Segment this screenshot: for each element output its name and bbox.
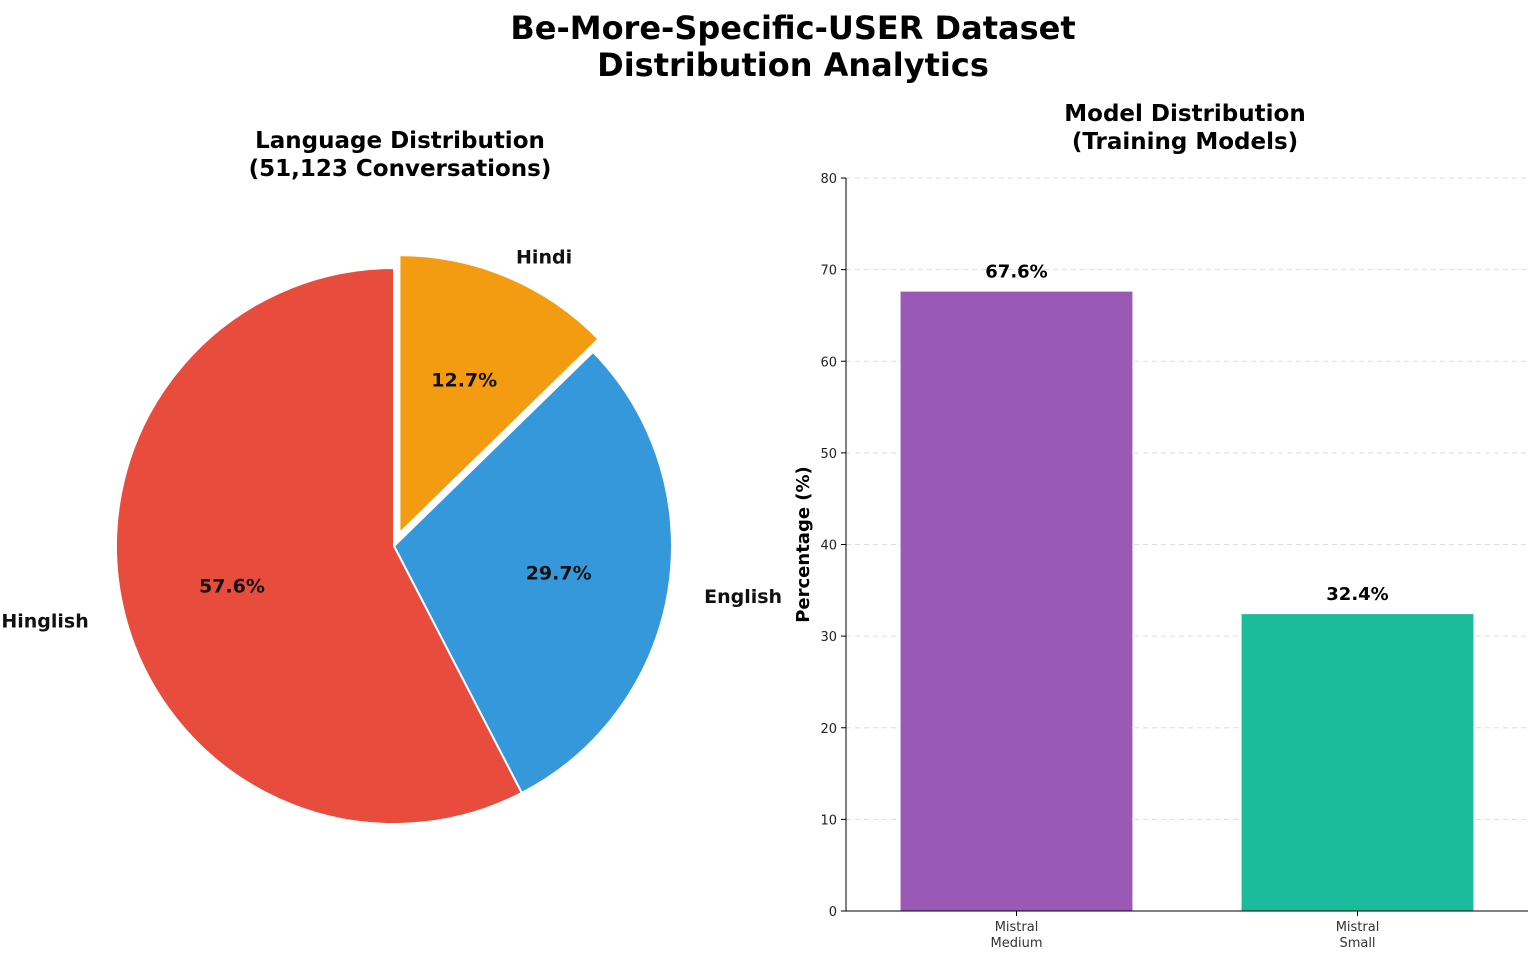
pie-chart-title-line-2: (51,123 Conversations) <box>248 156 552 182</box>
figure-title: Be-More-Specific-USER Dataset Distributi… <box>0 10 1536 84</box>
bar-chart-title-line-2: (Training Models) <box>1071 129 1299 155</box>
pie-chart: 12.7% Hindi 29.7% English 57.6% Hinglish <box>1 247 782 825</box>
pie-slice-hinglish <box>115 266 524 825</box>
bar-value-label: 32.4% <box>1326 584 1388 605</box>
y-tick-label: 60 <box>820 355 837 370</box>
bar-mistral-small <box>1241 614 1474 911</box>
bar-chart-title: Model Distribution (Training Models) <box>885 100 1485 156</box>
pie-chart-title: Language Distribution (51,123 Conversati… <box>100 127 700 183</box>
x-tick-label: Mistral Small <box>1336 920 1380 951</box>
y-tick-label: 20 <box>820 722 837 737</box>
y-tick-label: 70 <box>820 264 837 279</box>
y-tick-label: 10 <box>820 813 837 828</box>
bar-value-label: 67.6% <box>985 262 1047 283</box>
pie-percent-english: 29.7% <box>526 563 592 585</box>
y-tick-label: 30 <box>820 630 837 645</box>
y-tick-label: 40 <box>820 539 837 554</box>
pie-chart-title-line-1: Language Distribution <box>255 128 545 154</box>
pie-label-hinglish: Hinglish <box>1 610 88 632</box>
y-tick-label: 0 <box>829 905 837 920</box>
pie-slice-hindi <box>398 254 600 536</box>
x-tick-label: Mistral Medium <box>991 920 1043 951</box>
pie-percent-hinglish: 57.6% <box>199 575 265 597</box>
y-axis-label: Percentage (%) <box>793 466 814 623</box>
y-tick-label: 80 <box>820 172 837 187</box>
figure-title-line-1: Be-More-Specific-USER Dataset <box>510 9 1076 47</box>
bar-chart: 0 10 20 30 40 50 60 70 80 67.6% Mistral Medium 32.4%… <box>793 172 1528 951</box>
bar-chart-title-line-1: Model Distribution <box>1064 101 1306 127</box>
bar-mistral-medium <box>900 291 1133 911</box>
pie-percent-hindi: 12.7% <box>431 369 497 391</box>
pie-label-hindi: Hindi <box>516 247 572 269</box>
pie-slice-english <box>392 350 673 795</box>
y-tick-label: 50 <box>820 447 837 462</box>
figure-title-line-2: Distribution Analytics <box>597 46 989 84</box>
pie-label-english: English <box>704 586 782 608</box>
